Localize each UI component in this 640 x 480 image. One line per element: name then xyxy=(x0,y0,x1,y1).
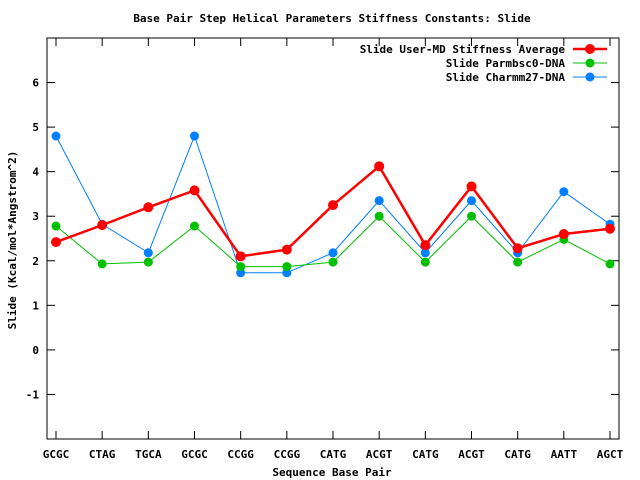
data-point xyxy=(467,211,476,221)
x-tick-label: TGCA xyxy=(135,448,162,461)
legend-label: Slide Parmbsc0-DNA xyxy=(446,57,566,70)
x-tick-label: CCGG xyxy=(227,448,254,461)
legend-label: Slide User-MD Stiffness Average xyxy=(360,43,566,56)
y-tick-label: 2 xyxy=(32,255,39,268)
chart-title: Base Pair Step Helical Parameters Stiffn… xyxy=(133,12,531,25)
data-point xyxy=(189,185,200,196)
data-point xyxy=(236,268,246,278)
legend-item: Slide Charmm27-DNA xyxy=(446,71,607,84)
data-point xyxy=(97,220,108,231)
y-tick-label: 4 xyxy=(32,166,39,179)
data-point xyxy=(558,229,569,240)
data-point xyxy=(605,223,615,234)
y-tick-label: 6 xyxy=(32,77,39,90)
data-point xyxy=(466,181,477,192)
data-point xyxy=(605,259,615,269)
x-tick-label: CATG xyxy=(412,448,439,461)
x-axis-label: Sequence Base Pair xyxy=(272,466,392,479)
legend-item: Slide User-MD Stiffness Average xyxy=(360,43,607,56)
data-point xyxy=(420,257,430,267)
x-tick-label: ACGT xyxy=(458,448,485,461)
legend-item: Slide Parmbsc0-DNA xyxy=(446,57,607,70)
y-tick-label: 1 xyxy=(32,299,39,312)
data-point xyxy=(374,161,385,172)
data-point xyxy=(512,243,523,254)
data-point xyxy=(97,259,107,269)
series-2 xyxy=(51,211,615,272)
data-point xyxy=(236,262,246,272)
legend-swatch-marker xyxy=(585,72,595,82)
data-point xyxy=(513,257,523,267)
data-point xyxy=(420,248,430,258)
data-point xyxy=(374,211,384,221)
legend-swatch-marker xyxy=(585,44,595,54)
x-tick-label: CATG xyxy=(504,448,531,461)
data-point xyxy=(143,248,153,258)
y-tick-label: 3 xyxy=(32,210,39,223)
x-tick-label: GCGC xyxy=(43,448,70,461)
data-point xyxy=(51,237,61,248)
x-tick-label: CCGG xyxy=(274,448,301,461)
series-line xyxy=(55,165,611,258)
y-tick-label: 5 xyxy=(32,121,39,134)
data-point xyxy=(328,248,338,258)
x-tick-label: CATG xyxy=(320,448,347,461)
data-point xyxy=(235,251,246,262)
x-tick-label: AGCT xyxy=(597,448,624,461)
data-point xyxy=(282,268,292,278)
y-axis-label: Slide (Kcal/mol*Angstrom^2) xyxy=(6,151,19,330)
data-point xyxy=(190,221,199,231)
data-point xyxy=(467,196,476,206)
x-tick-label: AATT xyxy=(551,448,578,461)
data-point xyxy=(143,202,154,213)
y-tick-label: -1 xyxy=(26,388,40,401)
data-point xyxy=(51,131,61,141)
series-layer xyxy=(51,131,615,278)
data-point xyxy=(374,196,384,206)
series-1 xyxy=(51,161,615,262)
data-point xyxy=(281,244,292,255)
x-axis: GCGC CTAG TGCA GCGC CCGG CCGG CATG ACGT CATG ACGT… xyxy=(43,38,624,461)
y-axis: -1 0 1 2 3 4 5 6 xyxy=(26,77,619,401)
data-point xyxy=(328,200,338,211)
data-point xyxy=(420,240,431,251)
legend-swatch-marker xyxy=(585,58,595,68)
x-tick-label: GCGC xyxy=(181,448,208,461)
data-point xyxy=(328,257,338,267)
data-point xyxy=(282,262,292,272)
data-point xyxy=(559,187,569,197)
plot-frame xyxy=(46,37,620,440)
data-point xyxy=(190,131,199,141)
legend-label: Slide Charmm27-DNA xyxy=(446,71,566,84)
x-tick-label: CTAG xyxy=(89,448,116,461)
data-point xyxy=(51,221,61,231)
x-tick-label: ACGT xyxy=(366,448,393,461)
data-point xyxy=(143,257,153,267)
y-tick-label: 0 xyxy=(32,344,39,357)
